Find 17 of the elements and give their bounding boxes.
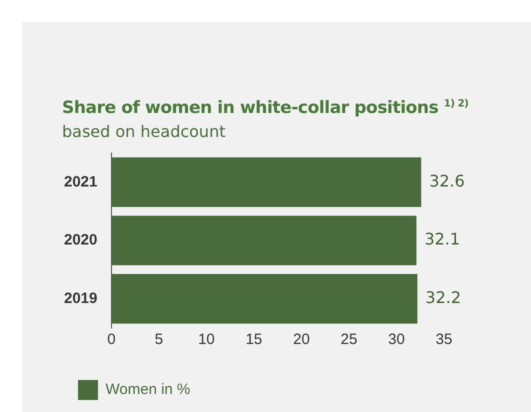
- x-tick-label: 15: [246, 331, 262, 348]
- legend-label: Women in %: [106, 381, 190, 398]
- y-tick-label: 2021: [64, 173, 98, 190]
- data-label: 32.2: [425, 288, 462, 307]
- y-tick-label: 2019: [64, 290, 98, 307]
- x-tick-label: 25: [340, 331, 358, 348]
- data-label: 32.1: [424, 230, 460, 249]
- chart-title: Share of women in white-collar positions $^{1) 2)}$: [62, 98, 468, 118]
- x-tick-label: 5: [154, 331, 164, 348]
- x-tick-label: 10: [198, 331, 215, 348]
- y-tick-label: 2020: [64, 232, 98, 249]
- data-label: 32.6: [429, 171, 465, 190]
- x-tick-label: 30: [388, 331, 405, 348]
- chart-subtitle: based on headcount: [62, 122, 226, 141]
- x-tick-label: 35: [436, 331, 452, 348]
- x-tick-label: 0: [107, 331, 116, 348]
- x-tick-label: 20: [293, 331, 310, 348]
